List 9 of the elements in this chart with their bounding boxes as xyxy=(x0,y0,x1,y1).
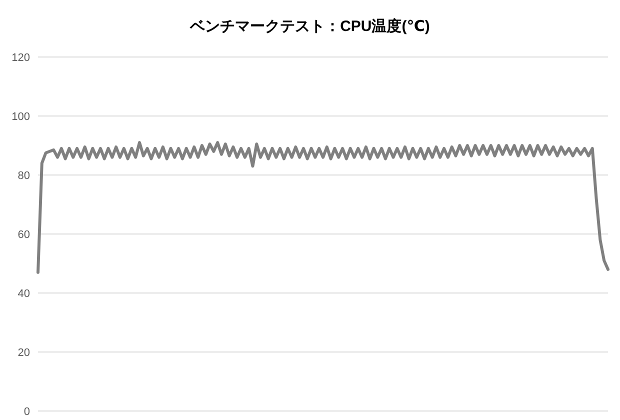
y-tick-label: 80 xyxy=(18,170,30,182)
y-tick-label: 20 xyxy=(18,347,30,359)
y-tick-label: 0 xyxy=(24,406,30,418)
chart-title: ベンチマークテスト：CPU温度(℃) xyxy=(189,17,430,35)
line-series xyxy=(36,141,610,274)
y-tick-label: 60 xyxy=(18,229,30,241)
y-tick-label: 100 xyxy=(12,111,30,123)
y-tick-label: 40 xyxy=(18,288,30,300)
y-tick-label: 120 xyxy=(12,52,30,64)
